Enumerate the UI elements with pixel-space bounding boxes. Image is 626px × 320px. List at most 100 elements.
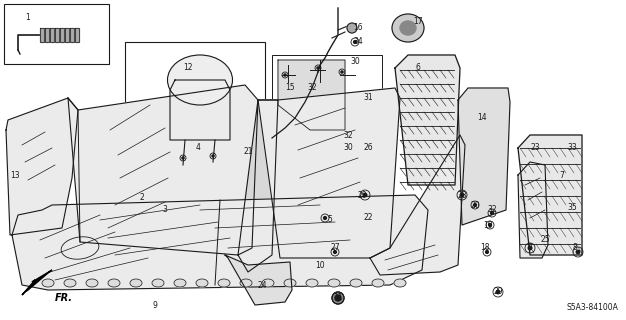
Polygon shape [225, 255, 292, 305]
Polygon shape [12, 195, 428, 290]
Ellipse shape [196, 279, 208, 287]
Text: 5: 5 [327, 215, 332, 225]
Polygon shape [68, 85, 258, 255]
Circle shape [528, 246, 531, 250]
Text: 28: 28 [457, 190, 467, 199]
Circle shape [347, 23, 357, 33]
Circle shape [332, 292, 344, 304]
Circle shape [486, 251, 488, 253]
Text: 15: 15 [285, 84, 295, 92]
Text: 26: 26 [363, 143, 373, 153]
Circle shape [460, 193, 464, 197]
Circle shape [182, 157, 184, 159]
Text: 19: 19 [483, 220, 493, 229]
Polygon shape [65, 28, 69, 42]
Bar [272, 55, 382, 140]
Polygon shape [6, 98, 78, 235]
Circle shape [336, 296, 340, 300]
Polygon shape [170, 80, 230, 140]
Text: 14: 14 [477, 114, 487, 123]
Circle shape [491, 212, 493, 214]
Polygon shape [70, 28, 74, 42]
Ellipse shape [306, 279, 318, 287]
Text: 23: 23 [530, 143, 540, 153]
Circle shape [284, 74, 286, 76]
Text: 25: 25 [540, 236, 550, 244]
Text: 1: 1 [26, 13, 31, 22]
Polygon shape [75, 28, 79, 42]
Text: S5A3-84100A: S5A3-84100A [566, 303, 618, 312]
Ellipse shape [284, 279, 296, 287]
Text: 12: 12 [183, 63, 193, 73]
Text: 16: 16 [353, 23, 363, 33]
Text: 32: 32 [487, 205, 497, 214]
Polygon shape [55, 28, 59, 42]
Polygon shape [370, 135, 465, 275]
Text: 21: 21 [244, 148, 253, 156]
Text: 6: 6 [416, 63, 421, 73]
Text: 30: 30 [350, 58, 360, 67]
Ellipse shape [240, 279, 252, 287]
Circle shape [334, 251, 336, 253]
Polygon shape [22, 270, 52, 295]
Text: 24: 24 [257, 281, 267, 290]
Polygon shape [518, 135, 582, 255]
Ellipse shape [130, 279, 142, 287]
Text: 30: 30 [343, 143, 353, 153]
Text: 20: 20 [470, 201, 480, 210]
Circle shape [317, 67, 319, 69]
Ellipse shape [262, 279, 274, 287]
Text: 18: 18 [480, 244, 490, 252]
Text: 31: 31 [363, 93, 373, 102]
Circle shape [354, 41, 356, 44]
Text: 10: 10 [315, 260, 325, 269]
Polygon shape [60, 28, 64, 42]
Ellipse shape [174, 279, 186, 287]
Ellipse shape [328, 279, 340, 287]
Text: 9: 9 [153, 300, 157, 309]
Ellipse shape [392, 14, 424, 42]
Ellipse shape [42, 279, 54, 287]
Bar [125, 42, 265, 190]
Text: 8: 8 [528, 244, 532, 252]
Circle shape [212, 155, 214, 157]
Ellipse shape [394, 279, 406, 287]
Ellipse shape [108, 279, 120, 287]
Circle shape [363, 193, 367, 197]
Text: 33: 33 [567, 143, 577, 153]
Text: 13: 13 [10, 171, 20, 180]
Ellipse shape [168, 55, 232, 105]
Ellipse shape [86, 279, 98, 287]
Polygon shape [395, 55, 460, 185]
Text: 7: 7 [560, 171, 565, 180]
Circle shape [335, 295, 341, 301]
Text: 35: 35 [567, 204, 577, 212]
Bar [4, 4, 109, 64]
Ellipse shape [350, 279, 362, 287]
Text: 8: 8 [573, 244, 577, 252]
Polygon shape [238, 100, 278, 272]
Circle shape [577, 250, 580, 254]
Polygon shape [40, 28, 44, 42]
Text: 11: 11 [333, 293, 343, 302]
Polygon shape [258, 88, 400, 258]
Ellipse shape [64, 279, 76, 287]
Ellipse shape [372, 279, 384, 287]
Text: 22: 22 [363, 213, 372, 222]
Polygon shape [278, 60, 345, 130]
Polygon shape [458, 88, 510, 225]
Text: 3: 3 [163, 205, 167, 214]
Circle shape [324, 217, 326, 220]
Ellipse shape [400, 21, 416, 35]
Text: 17: 17 [413, 18, 423, 27]
Ellipse shape [152, 279, 164, 287]
Polygon shape [518, 162, 548, 258]
Circle shape [489, 224, 491, 227]
Circle shape [474, 204, 476, 206]
Text: 2: 2 [140, 194, 145, 203]
Text: 32: 32 [307, 84, 317, 92]
Text: FR.: FR. [55, 293, 73, 303]
Polygon shape [50, 28, 54, 42]
Text: 29: 29 [493, 287, 503, 297]
Text: 29: 29 [357, 190, 367, 199]
